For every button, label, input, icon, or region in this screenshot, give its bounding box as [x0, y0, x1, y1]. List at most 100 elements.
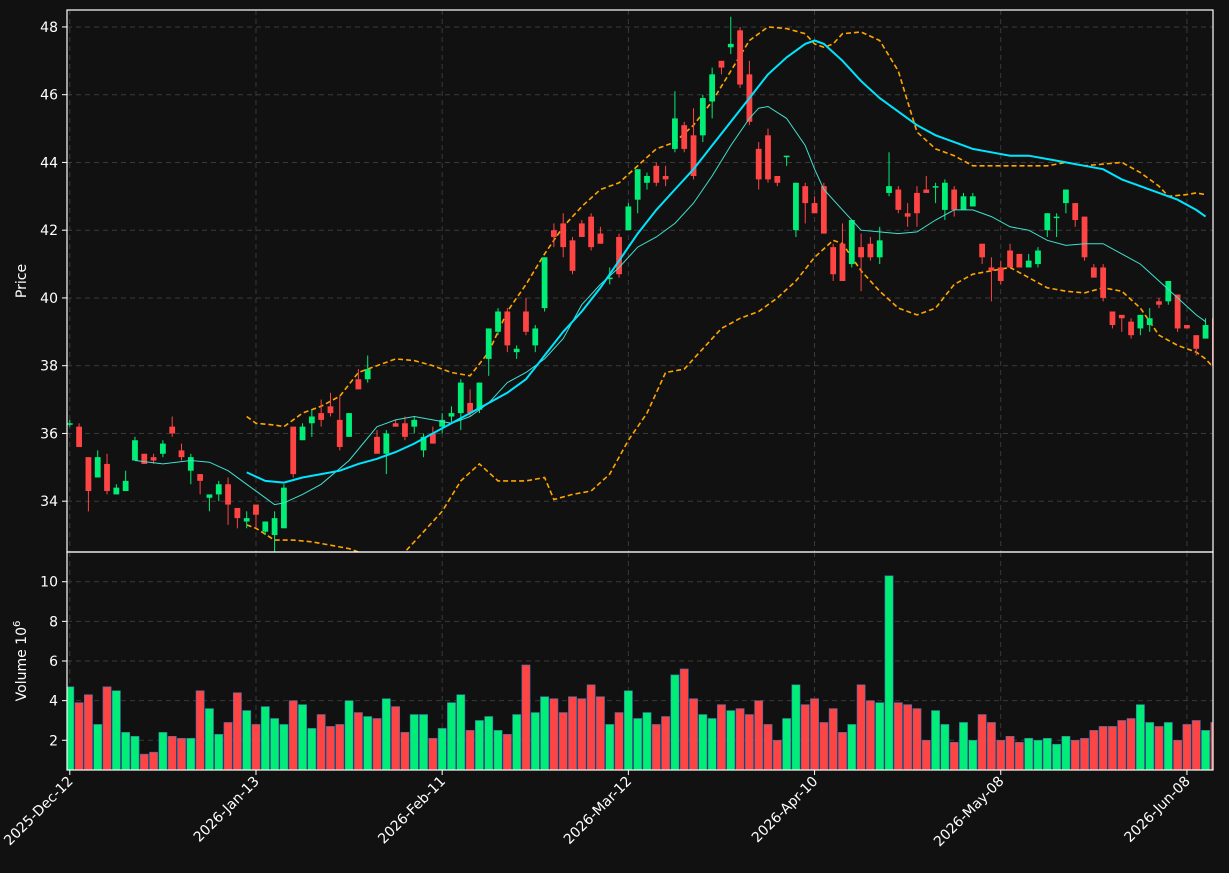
candle-19 — [243, 511, 250, 529]
price-y-tick-label-6: 46 — [40, 88, 58, 104]
candle-body-50 — [532, 328, 539, 346]
candle-body-23 — [281, 487, 287, 529]
volume-bar-74 — [754, 700, 764, 770]
price-panel: 34 36 38 40 42 44 46 48 Price — [14, 9, 1214, 553]
candle-40 — [439, 413, 446, 434]
volume-bar-1 — [74, 702, 84, 770]
volume-bar-14 — [195, 690, 205, 770]
candle-body-118 — [1165, 281, 1172, 302]
candle-101 — [1007, 243, 1013, 268]
volume-axis-exponent: 6 — [12, 621, 23, 627]
candle-body-119 — [1174, 294, 1181, 329]
candle-85 — [858, 233, 864, 292]
candle-body-72 — [737, 30, 743, 85]
candle-body-96 — [960, 196, 967, 210]
candle-body-80 — [811, 203, 818, 214]
candle-body-116 — [1146, 318, 1153, 326]
candle-76 — [774, 175, 781, 187]
candle-33 — [374, 430, 380, 454]
candle-body-79 — [802, 186, 809, 204]
candle-7 — [132, 436, 138, 461]
candle-body-1 — [76, 426, 82, 447]
price-y-tick-label-1: 36 — [40, 426, 58, 442]
candle-body-76 — [774, 175, 781, 183]
candle-113 — [1118, 314, 1125, 332]
candle-body-21 — [262, 521, 269, 532]
candle-body-19 — [243, 518, 250, 522]
candle-118 — [1165, 281, 1172, 305]
candle-1 — [76, 423, 82, 447]
volume-bar-67 — [689, 698, 698, 770]
volume-bar-112 — [1108, 726, 1117, 770]
volume-bar-33 — [372, 718, 382, 770]
volume-bar-123 — [1210, 722, 1213, 770]
candle-8 — [141, 453, 148, 464]
candle-17 — [225, 477, 231, 525]
candle-body-58 — [606, 277, 613, 280]
volume-bar-84 — [847, 724, 857, 770]
volume-bar-19 — [242, 710, 252, 770]
price-y-tick-label-2: 38 — [40, 359, 58, 375]
candle-body-88 — [886, 186, 892, 193]
candle-body-20 — [253, 504, 259, 515]
volume-bar-17 — [223, 722, 233, 770]
volume-bar-9 — [149, 751, 158, 770]
volume-bar-23 — [279, 724, 289, 770]
volume-bar-87 — [875, 702, 885, 770]
candle-66 — [681, 121, 688, 153]
volume-bar-118 — [1163, 722, 1173, 770]
candle-body-115 — [1137, 314, 1144, 329]
volume-bar-50 — [530, 712, 540, 770]
volume-bar-27 — [316, 714, 326, 770]
sma-fast-path — [134, 105, 1206, 506]
volume-bar-28 — [326, 726, 335, 770]
candle-body-14 — [197, 474, 204, 481]
candle-100 — [997, 260, 1004, 285]
candle-95 — [951, 186, 958, 217]
candle-114 — [1128, 318, 1134, 339]
candle-92 — [923, 175, 930, 193]
candle-body-120 — [1184, 325, 1190, 329]
volume-bar-16 — [214, 734, 224, 770]
candle-51 — [541, 257, 548, 312]
candle-106 — [1053, 213, 1060, 237]
candle-41 — [448, 406, 455, 424]
candle-59 — [616, 233, 622, 278]
candle-body-89 — [895, 189, 902, 210]
candle-body-35 — [392, 423, 399, 427]
volume-bar-39 — [428, 737, 438, 770]
candle-10 — [160, 440, 166, 458]
candle-body-30 — [346, 413, 352, 437]
volume-bar-47 — [502, 734, 512, 770]
candle-body-104 — [1035, 250, 1041, 265]
candle-22 — [271, 511, 278, 552]
candle-50 — [532, 325, 539, 353]
candle-78 — [793, 182, 799, 237]
candle-body-67 — [690, 135, 697, 176]
candle-119 — [1174, 294, 1181, 332]
candle-88 — [886, 152, 892, 197]
candle-14 — [197, 474, 204, 495]
candle-body-33 — [374, 436, 380, 454]
candle-body-102 — [1016, 253, 1023, 268]
volume-bar-76 — [772, 739, 782, 770]
candle-79 — [802, 182, 809, 224]
volume-bar-60 — [623, 690, 633, 770]
candle-49 — [523, 297, 529, 336]
candle-body-52 — [551, 230, 557, 237]
bollinger-lower-band — [246, 239, 1213, 552]
volume-bar-116 — [1145, 722, 1155, 770]
candle-54 — [569, 236, 576, 275]
candle-71 — [727, 16, 734, 55]
volume-y-tick-label-0: 2 — [49, 733, 58, 749]
candle-body-55 — [578, 223, 585, 237]
volume-bar-97 — [968, 739, 978, 770]
candle-35 — [392, 419, 399, 427]
volume-bar-44 — [475, 720, 484, 770]
bollinger-lower-path — [246, 239, 1213, 552]
sma-slow-line — [246, 39, 1207, 484]
sma-fast-line — [134, 105, 1206, 506]
candle-31 — [355, 369, 362, 390]
